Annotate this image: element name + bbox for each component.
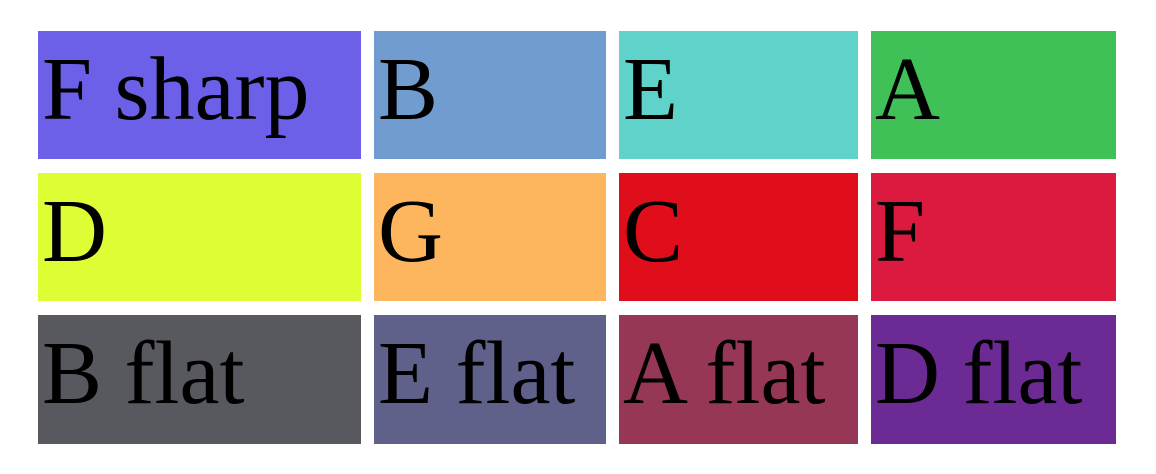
note-label: E <box>623 40 678 139</box>
note-cell-e: E <box>619 31 858 159</box>
note-label: F <box>875 182 926 281</box>
note-label: G <box>378 182 443 281</box>
note-cell-d-flat: D flat <box>871 315 1116 444</box>
note-label: F sharp <box>42 40 310 139</box>
note-label: B <box>378 40 439 139</box>
note-label: A flat <box>623 324 826 423</box>
note-label: B flat <box>42 324 245 423</box>
note-label: D flat <box>875 324 1083 423</box>
note-cell-b-flat: B flat <box>38 315 361 444</box>
note-cell-a: A <box>871 31 1116 159</box>
note-cell-a-flat: A flat <box>619 315 858 444</box>
note-cell-f-sharp: F sharp <box>38 31 361 159</box>
note-cell-f: F <box>871 173 1116 301</box>
note-label: E flat <box>378 324 576 423</box>
note-cell-e-flat: E flat <box>374 315 606 444</box>
note-label: C <box>623 182 684 281</box>
note-label: D <box>42 182 107 281</box>
note-cell-b: B <box>374 31 606 159</box>
note-cell-d: D <box>38 173 361 301</box>
note-cell-c: C <box>619 173 858 301</box>
note-cell-g: G <box>374 173 606 301</box>
note-label: A <box>875 40 940 139</box>
note-color-grid: F sharp B E A D G C F B flat E flat A fl… <box>38 31 1116 444</box>
